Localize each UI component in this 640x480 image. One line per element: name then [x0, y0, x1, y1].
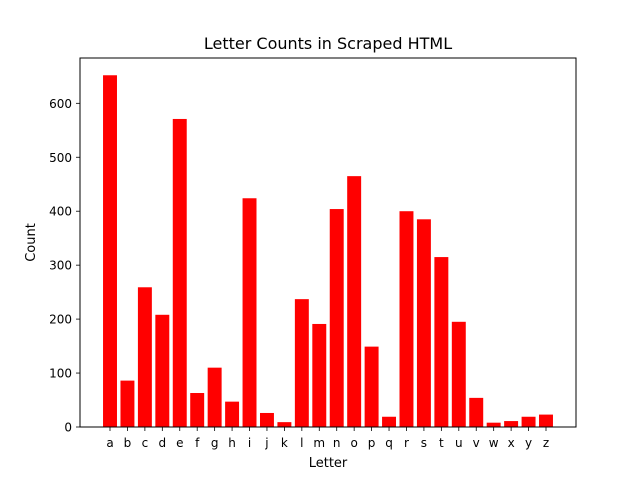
y-tick-label-200: 200 [49, 313, 72, 327]
x-tick-label-r: r [404, 436, 409, 450]
bar-m [312, 323, 327, 427]
x-tick-label-j: j [264, 436, 268, 450]
y-tick-label-100: 100 [49, 367, 72, 381]
bar-z [539, 414, 553, 427]
x-tick-label-f: f [195, 436, 200, 450]
bar-f [190, 393, 205, 427]
bar-e [172, 118, 187, 428]
x-tick-label-d: d [159, 436, 167, 450]
bar-l [294, 299, 309, 427]
y-tick-label-600: 600 [49, 97, 72, 111]
x-tick-label-i: i [248, 436, 251, 450]
chart-title: Letter Counts in Scraped HTML [204, 34, 452, 53]
bar-u [451, 321, 466, 427]
x-tick-label-q: q [385, 436, 393, 450]
x-tick-label-c: c [142, 436, 149, 450]
y-tick-label-0: 0 [64, 421, 72, 435]
bars-group [103, 75, 553, 428]
y-axis-label: Count [24, 223, 39, 262]
bar-h [225, 401, 240, 427]
x-axis-label: Letter [309, 456, 348, 471]
bar-w [486, 422, 501, 427]
y-tick-label-500: 500 [49, 151, 72, 165]
x-tick-label-n: n [333, 436, 341, 450]
x-tick-label-a: a [106, 436, 113, 450]
y-tick-label-300: 300 [49, 259, 72, 273]
bar-a [103, 75, 117, 427]
bar-j [259, 412, 274, 427]
bar-q [382, 416, 397, 427]
x-tick-label-e: e [176, 436, 183, 450]
x-tick-label-w: w [489, 436, 499, 450]
bar-p [364, 346, 379, 427]
bar-c [137, 287, 152, 427]
x-tick-label-u: u [455, 436, 463, 450]
bar-k [277, 422, 292, 427]
x-tick-label-s: s [421, 436, 427, 450]
bar-x [504, 421, 519, 427]
bar-o [347, 176, 362, 427]
plot-frame [79, 57, 577, 428]
x-tick-label-z: z [543, 436, 549, 450]
bar-n [329, 209, 344, 427]
x-tick-label-y: y [525, 436, 532, 450]
x-tick-label-o: o [350, 436, 357, 450]
x-tick-label-l: l [300, 436, 303, 450]
x-tick-label-v: v [473, 436, 480, 450]
bar-i [242, 198, 257, 427]
bar-b [120, 380, 135, 427]
bar-v [469, 397, 484, 427]
x-tick-label-k: k [281, 436, 288, 450]
x-tick-label-g: g [211, 436, 219, 450]
x-tick-label-b: b [124, 436, 132, 450]
bar-d [155, 314, 170, 427]
x-tick-label-m: m [313, 436, 325, 450]
x-tick-label-t: t [439, 436, 444, 450]
bar-y [521, 416, 536, 427]
bar-s [416, 219, 431, 427]
bar-t [434, 257, 449, 427]
x-tick-label-p: p [368, 436, 376, 450]
bar-g [207, 367, 222, 427]
y-tick-label-400: 400 [49, 205, 72, 219]
x-tick-label-h: h [228, 436, 236, 450]
y-ticks-group: 0 100 200 300 400 500 600 [49, 97, 80, 435]
bar-r [399, 211, 414, 427]
x-tick-label-x: x [508, 436, 515, 450]
